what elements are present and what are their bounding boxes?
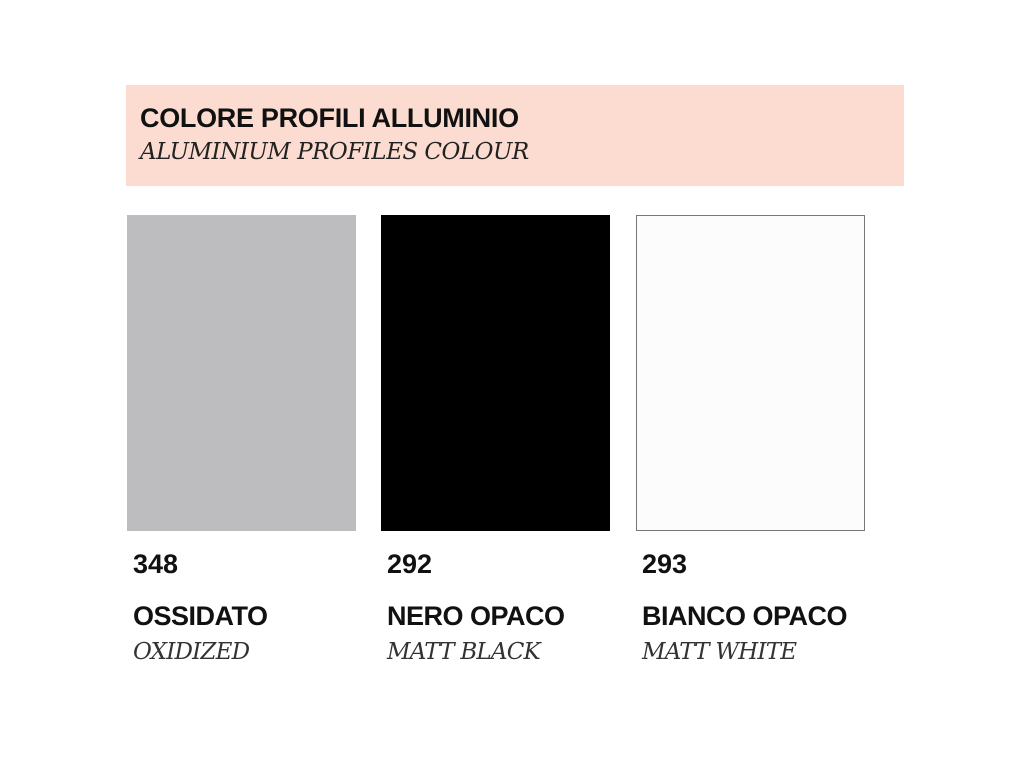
swatch-card-matt-white: 293 BIANCO OPACO MATT WHITE	[636, 215, 865, 665]
color-name: BIANCO OPACO	[642, 601, 848, 631]
header-banner: COLORE PROFILI ALLUMINIO ALUMINIUM PROFI…	[126, 85, 904, 186]
page-title: COLORE PROFILI ALLUMINIO	[140, 103, 519, 133]
color-name: OSSIDATO	[133, 601, 268, 631]
color-swatch	[636, 215, 865, 531]
swatch-card-oxidized: 348 OSSIDATO OXIDIZED	[127, 215, 356, 665]
color-name-english: OXIDIZED	[133, 639, 250, 665]
color-swatch	[381, 215, 610, 531]
color-name-english: MATT WHITE	[642, 639, 797, 665]
color-code: 292	[387, 549, 433, 579]
color-code: 348	[133, 549, 179, 579]
color-name-english: MATT BLACK	[387, 639, 541, 665]
color-name: NERO OPACO	[387, 601, 565, 631]
page-subtitle: ALUMINIUM PROFILES COLOUR	[140, 139, 529, 165]
color-code: 293	[642, 549, 688, 579]
swatch-card-matt-black: 292 NERO OPACO MATT BLACK	[381, 215, 610, 665]
color-swatch	[127, 215, 356, 531]
